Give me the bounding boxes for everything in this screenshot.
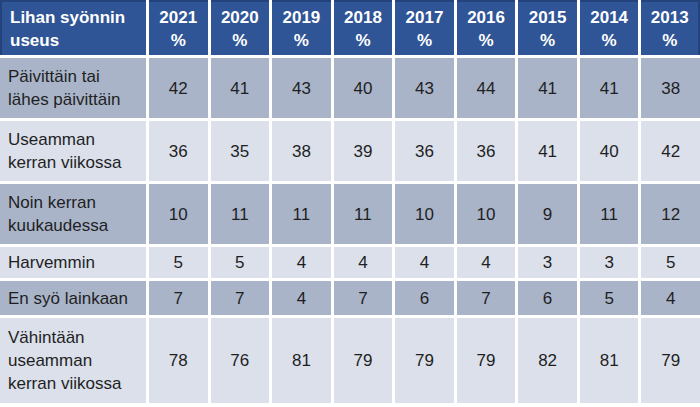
value-cell: 41 <box>211 58 270 118</box>
year-header-2016: 2016% <box>457 0 516 55</box>
value-cell: 11 <box>580 184 639 244</box>
value-cell: 36 <box>395 121 454 181</box>
value-cell: 7 <box>334 281 393 315</box>
year-header-2017: 2017% <box>395 0 454 55</box>
row-label: Noin kerran kuukaudessa <box>0 184 146 244</box>
percent-unit-label: % <box>602 29 617 52</box>
year-header-2015: 2015% <box>518 0 577 55</box>
percent-unit-label: % <box>540 29 555 52</box>
value-cell: 4 <box>641 281 700 315</box>
value-cell: 4 <box>457 247 516 278</box>
year-label: 2020 <box>221 6 259 29</box>
value-cell: 11 <box>272 184 331 244</box>
year-header-2020: 2020% <box>211 0 270 55</box>
value-cell: 38 <box>641 58 700 118</box>
value-cell: 79 <box>395 318 454 403</box>
value-cell: 4 <box>272 281 331 315</box>
value-cell: 4 <box>272 247 331 278</box>
value-cell: 6 <box>518 281 577 315</box>
table-row: Useamman kerran viikossa3635383936364140… <box>0 121 700 181</box>
table-row: Harvemmin554444335 <box>0 247 700 278</box>
percent-unit-label: % <box>478 29 493 52</box>
value-cell: 5 <box>580 281 639 315</box>
value-cell: 40 <box>334 58 393 118</box>
value-cell: 43 <box>272 58 331 118</box>
value-cell: 4 <box>334 247 393 278</box>
year-label: 2013 <box>651 6 689 29</box>
value-cell: 10 <box>149 184 208 244</box>
value-cell: 9 <box>518 184 577 244</box>
value-cell: 3 <box>518 247 577 278</box>
table-row: Noin kerran kuukaudessa10111111101091112 <box>0 184 700 244</box>
value-cell: 38 <box>272 121 331 181</box>
year-label: 2019 <box>282 6 320 29</box>
year-label: 2021 <box>159 6 197 29</box>
value-cell: 36 <box>149 121 208 181</box>
value-cell: 42 <box>641 121 700 181</box>
percent-unit-label: % <box>417 29 432 52</box>
value-cell: 3 <box>580 247 639 278</box>
value-cell: 41 <box>580 58 639 118</box>
row-label: En syö lainkaan <box>0 281 146 315</box>
value-cell: 44 <box>457 58 516 118</box>
value-cell: 81 <box>272 318 331 403</box>
year-header-2013: 2013% <box>641 0 700 55</box>
row-label: Useamman kerran viikossa <box>0 121 146 181</box>
value-cell: 82 <box>518 318 577 403</box>
percent-unit-label: % <box>232 29 247 52</box>
value-cell: 79 <box>457 318 516 403</box>
year-header-2019: 2019% <box>272 0 331 55</box>
value-cell: 42 <box>149 58 208 118</box>
value-cell: 6 <box>395 281 454 315</box>
value-cell: 79 <box>641 318 700 403</box>
table-row: Vähintään useamman kerran viikossa787681… <box>0 318 700 403</box>
year-label: 2018 <box>344 6 382 29</box>
value-cell: 36 <box>457 121 516 181</box>
value-cell: 11 <box>211 184 270 244</box>
year-label: 2016 <box>467 6 505 29</box>
meat-frequency-table: Lihan syönnin useus 2021%2020%2019%2018%… <box>0 0 700 403</box>
value-cell: 35 <box>211 121 270 181</box>
percent-unit-label: % <box>355 29 370 52</box>
value-cell: 7 <box>211 281 270 315</box>
table-header-row: Lihan syönnin useus 2021%2020%2019%2018%… <box>0 0 700 55</box>
year-header-2021: 2021% <box>149 0 208 55</box>
value-cell: 4 <box>395 247 454 278</box>
year-label: 2015 <box>529 6 567 29</box>
percent-unit-label: % <box>662 29 677 52</box>
percent-unit-label: % <box>171 29 186 52</box>
table-row: Päivittäin tai lähes päivittäin424143404… <box>0 58 700 118</box>
year-header-2018: 2018% <box>334 0 393 55</box>
row-label: Päivittäin tai lähes päivittäin <box>0 58 146 118</box>
value-cell: 39 <box>334 121 393 181</box>
value-cell: 5 <box>149 247 208 278</box>
percent-unit-label: % <box>294 29 309 52</box>
value-cell: 7 <box>149 281 208 315</box>
value-cell: 12 <box>641 184 700 244</box>
value-cell: 79 <box>334 318 393 403</box>
value-cell: 7 <box>457 281 516 315</box>
table-row: En syö lainkaan774767654 <box>0 281 700 315</box>
value-cell: 43 <box>395 58 454 118</box>
value-cell: 10 <box>395 184 454 244</box>
value-cell: 5 <box>211 247 270 278</box>
year-header-2014: 2014% <box>580 0 639 55</box>
value-cell: 41 <box>518 121 577 181</box>
year-label: 2017 <box>406 6 444 29</box>
row-label: Vähintään useamman kerran viikossa <box>0 318 146 403</box>
row-label: Harvemmin <box>0 247 146 278</box>
value-cell: 10 <box>457 184 516 244</box>
value-cell: 11 <box>334 184 393 244</box>
value-cell: 41 <box>518 58 577 118</box>
value-cell: 40 <box>580 121 639 181</box>
value-cell: 81 <box>580 318 639 403</box>
value-cell: 78 <box>149 318 208 403</box>
table-title-cell: Lihan syönnin useus <box>0 0 146 55</box>
value-cell: 5 <box>641 247 700 278</box>
year-label: 2014 <box>590 6 628 29</box>
value-cell: 76 <box>211 318 270 403</box>
